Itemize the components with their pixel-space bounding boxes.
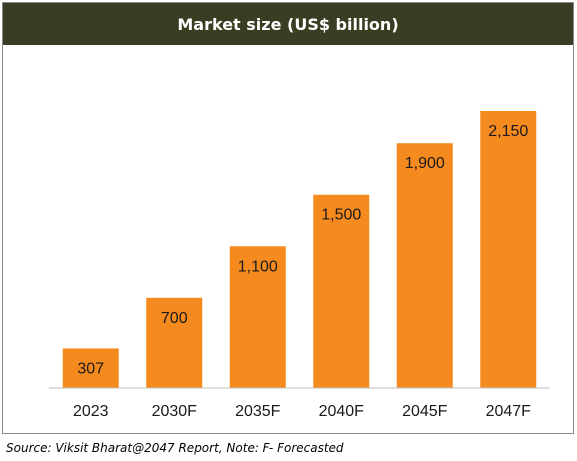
x-tick-label-2040F: 2040F: [319, 403, 365, 420]
chart-frame: Market size (US$ billion) 307 2023 700 2030…: [2, 2, 574, 434]
x-tick-label-2030F: 2030F: [152, 403, 198, 420]
bar-2035F: [229, 246, 286, 388]
data-label-2040F: 1,500: [321, 207, 361, 224]
bar-2040F: [313, 194, 370, 388]
data-label-2030F: 700: [161, 310, 188, 327]
bar-2047F: [480, 111, 537, 388]
x-tick-label-2023: 2023: [73, 403, 109, 420]
bar-2023: [62, 348, 119, 388]
data-label-2047F: 2,150: [488, 123, 528, 140]
data-label-2045F: 1,900: [405, 155, 445, 172]
x-tick-label-2035F: 2035F: [235, 403, 281, 420]
source-note: Source: Viksit Bharat@2047 Report, Note:…: [6, 441, 344, 455]
labels-layer: 307 2023 700 2030F 1,100 2035F 1,500 2040F 1,900…: [73, 123, 531, 420]
x-tick-label-2045F: 2045F: [402, 403, 448, 420]
bars-layer: [62, 111, 537, 388]
x-tick-label-2047F: 2047F: [486, 403, 532, 420]
bar-2045F: [396, 143, 453, 388]
bar-2030F: [146, 297, 203, 388]
data-label-2035F: 1,100: [238, 258, 278, 275]
data-label-2023: 307: [77, 360, 104, 377]
chart-title: Market size (US$ billion): [3, 3, 573, 45]
bar-chart: 307 2023 700 2030F 1,100 2035F 1,500 2040F 1,900…: [49, 111, 550, 420]
